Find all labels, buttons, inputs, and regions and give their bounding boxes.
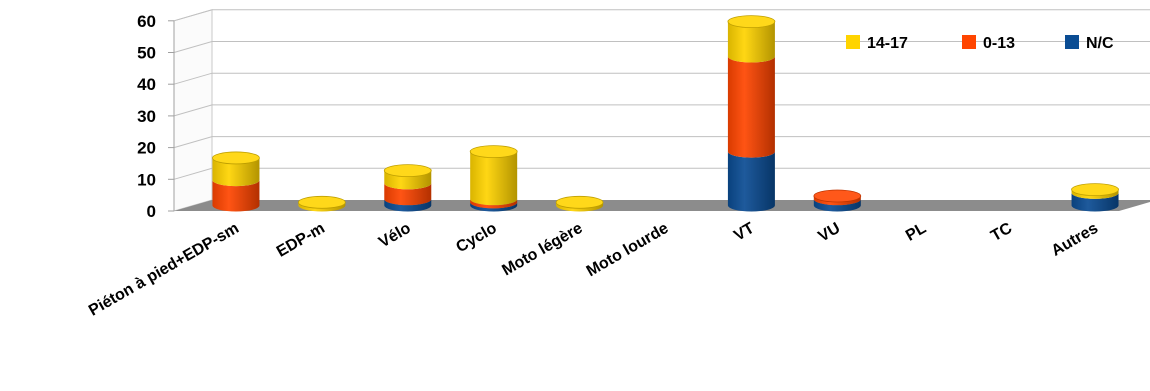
y-tick-label: 60 xyxy=(137,12,156,31)
x-tick-label: TC xyxy=(988,220,1015,246)
bar-top-pieton-a-pied-edp-sm xyxy=(212,151,260,165)
x-tick-label: Moto légère xyxy=(499,220,585,280)
bar-pieton-a-pied-edp-sm-0-13 xyxy=(212,180,260,212)
legend-swatch xyxy=(1065,35,1079,49)
y-tick-label: 30 xyxy=(137,107,156,126)
bar-velo-n-c xyxy=(384,199,432,212)
legend-item-n-c: N/C xyxy=(1065,35,1114,52)
x-tick-label: Moto lourde xyxy=(584,220,672,281)
legend-swatch xyxy=(962,35,976,49)
bar-cyclo-n-c xyxy=(470,202,518,212)
legend-item-0-13: 0-13 xyxy=(962,35,1015,52)
y-tick-label: 50 xyxy=(137,44,156,63)
bar-edp-m-14-17 xyxy=(298,202,346,212)
gridline xyxy=(173,72,1150,85)
x-tick-label: VU xyxy=(816,220,844,246)
bar-velo-14-17 xyxy=(384,170,432,190)
bar-vu-0-13 xyxy=(813,195,861,206)
legend-label: N/C xyxy=(1086,35,1114,52)
bar-autres-n-c xyxy=(1071,192,1119,212)
bar-top-vu xyxy=(813,189,862,203)
x-tick-label: Cyclo xyxy=(453,220,499,257)
x-tick-label: PL xyxy=(903,220,929,245)
legend-label: 0-13 xyxy=(983,35,1015,52)
bar-moto-legere-14-17 xyxy=(556,202,604,212)
bar-top-autres xyxy=(1071,183,1119,197)
bar-top-velo xyxy=(383,164,432,178)
bar-cyclo-14-17 xyxy=(470,151,518,206)
bar-vu-n-c xyxy=(813,199,861,212)
x-tick-label: Autres xyxy=(1049,220,1101,260)
bar-vt-14-17 xyxy=(727,21,775,63)
bar-velo-0-13 xyxy=(384,183,432,206)
x-tick-label: EDP-m xyxy=(274,220,328,261)
y-tick-label: 0 xyxy=(147,202,156,221)
bar-cyclo-0-13 xyxy=(470,199,518,209)
legend-item-14-17: 14-17 xyxy=(846,35,908,52)
bar-vt-0-13 xyxy=(727,56,775,158)
x-tick-label: VT xyxy=(731,220,757,245)
y-tick-label: 20 xyxy=(137,139,156,158)
y-tick-label: 10 xyxy=(137,170,156,189)
bar-autres-14-17 xyxy=(1071,189,1119,199)
legend-swatch xyxy=(846,35,860,49)
bar-top-cyclo xyxy=(469,145,518,159)
x-tick-label: Vélo xyxy=(376,220,414,252)
gridline xyxy=(173,136,1150,149)
bar-top-vt xyxy=(727,15,776,29)
gridline xyxy=(173,167,1150,180)
gridline xyxy=(173,41,1150,53)
bar-top-moto-legere xyxy=(555,195,604,209)
gridline xyxy=(173,104,1150,117)
bar-top-edp-m xyxy=(297,195,346,209)
y-tick-label: 40 xyxy=(137,75,156,94)
x-tick-label: Piéton à pied+EDP-sm xyxy=(86,220,242,320)
gridline xyxy=(173,9,1150,22)
bar-vt-n-c xyxy=(727,151,775,212)
bar-pieton-a-pied-edp-sm-14-17 xyxy=(212,157,260,187)
legend-label: 14-17 xyxy=(867,35,908,52)
